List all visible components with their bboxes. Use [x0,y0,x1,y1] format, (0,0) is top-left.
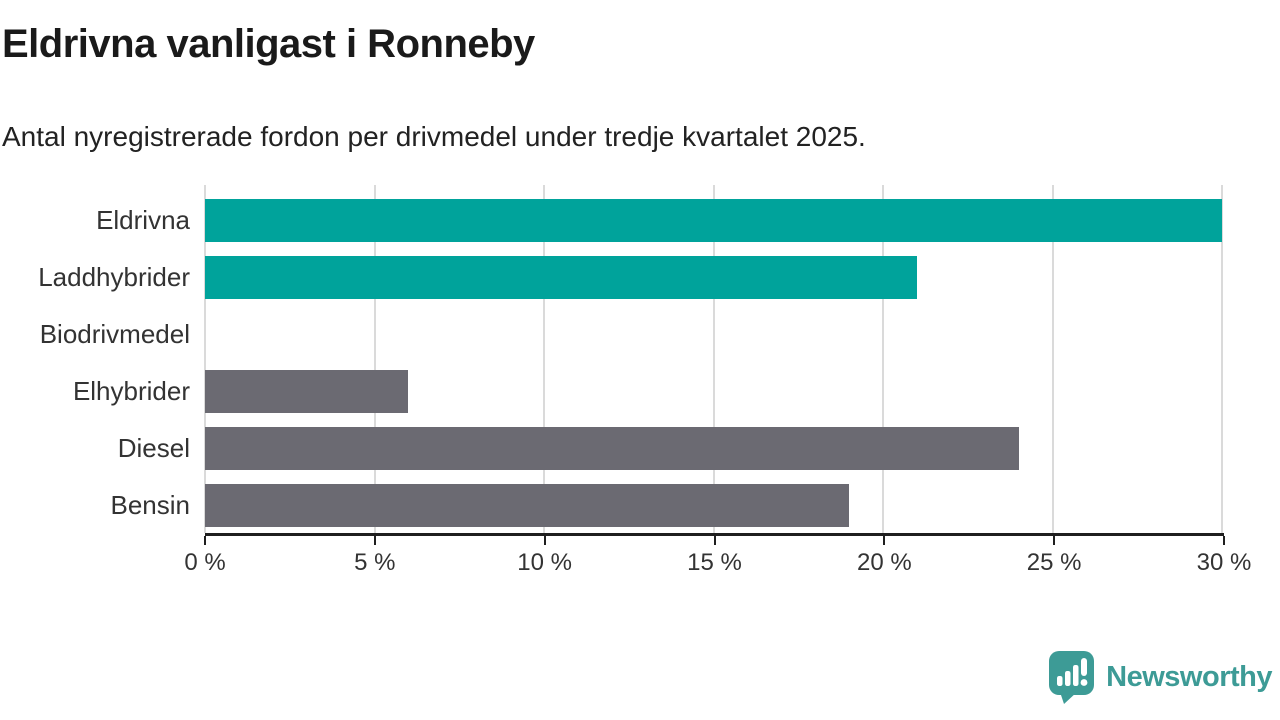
gridline [373,185,376,533]
axis-tick [543,536,546,545]
x-tick-label: 15 % [687,549,742,576]
gridline [712,185,715,533]
y-axis-label: Bensin [110,490,191,520]
gridline [882,185,884,533]
x-axis: 0 % 5 % 10 % 15 % 20 % 25 % 30 % [184,533,1251,582]
bar-diesel [205,427,1019,470]
x-tick-label: 20 % [856,549,912,576]
gridline [204,185,206,533]
axis-tick [1223,536,1225,545]
axis-tick [373,536,376,545]
y-axis-label: Eldrivna [96,205,190,235]
axis-tick [204,536,206,545]
newsworthy-speech-bubble-chart-icon [1048,650,1096,704]
brand-logo: Newsworthy [1048,650,1272,704]
x-tick-label: 10 % [517,549,573,576]
y-axis-label: Elhybrider [72,376,190,406]
axis-tick [883,536,886,545]
bar-bensin [205,484,850,527]
y-axis-labels: Eldrivna Laddhybrider Biodrivmedel Elhybrid… [0,185,190,533]
y-axis-label: Laddhybrider [38,262,190,292]
bar-laddhybrider [205,256,917,299]
x-tick-label: 30 % [1196,549,1252,576]
axis-tick [1053,536,1056,545]
chart-title: Eldrivna vanligast i Ronneby [2,22,535,66]
bar-eldrivna [205,199,1222,242]
y-axis-label: Biodrivmedel [39,319,190,349]
x-tick-label: 25 % [1026,549,1082,576]
chart-subtitle: Antal nyregistrerade fordon per drivmede… [2,121,866,152]
x-tick-label: 5 % [354,549,396,576]
axis-tick [713,536,716,545]
gridline [1051,185,1054,533]
gridline [1221,185,1223,533]
x-tick-label: 0 % [184,549,226,576]
gridline [543,185,545,533]
bar-elhybrider [205,370,409,413]
y-axis-label: Diesel [117,433,190,463]
plot-area [204,185,1223,533]
brand-name: Newsworthy [1106,660,1272,693]
